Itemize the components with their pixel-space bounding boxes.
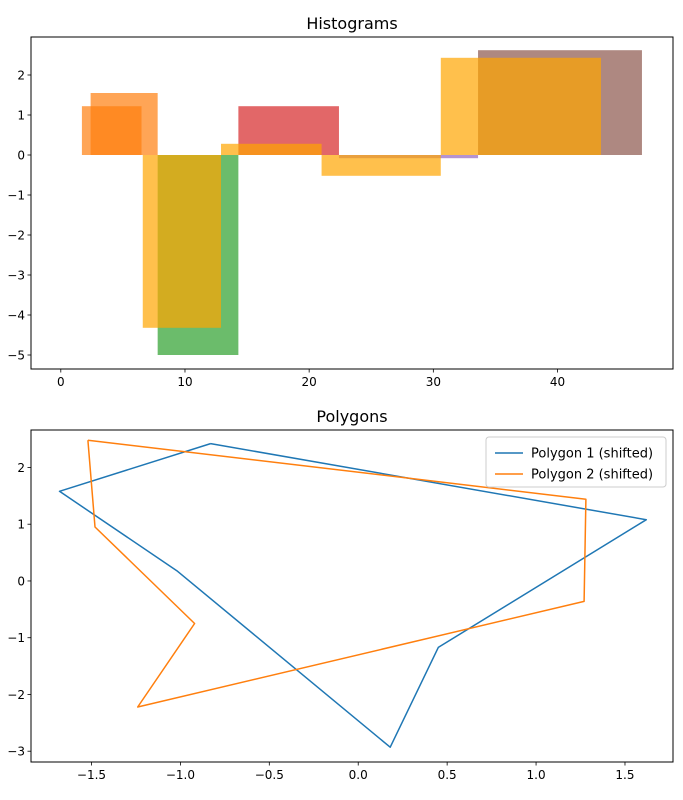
polygon-series-2 [87, 439, 587, 708]
histogram-bar-6 [90, 93, 158, 155]
histogram-y-ticks: −5 −4 −3 −2 −1 0 1 2 [7, 69, 31, 363]
polygon-y-tick-label: −1 [7, 631, 25, 645]
polygon-x-tick-label: 0.5 [438, 768, 457, 782]
histogram-x-tick-label: 10 [177, 375, 192, 389]
polygon-y-tick-label: −3 [7, 745, 25, 759]
polygon-x-tick-label: 0.0 [349, 768, 368, 782]
histogram-bar-7 [142, 155, 221, 328]
histogram-x-tick-label: 0 [57, 375, 65, 389]
polygon-x-tick-label: −1.5 [77, 768, 106, 782]
polygon-axes-frame [30, 429, 674, 763]
polygon-x-ticks: −1.5 −1.0 −0.5 0.0 0.5 1.0 1.5 [77, 762, 635, 782]
polygon-x-tick-label: −1.0 [166, 768, 195, 782]
polygon-y-tick-label: 1 [17, 518, 25, 532]
polygon-lines [58, 439, 648, 748]
histogram-y-tick-label: 0 [17, 149, 25, 163]
histogram-axes-frame [30, 36, 674, 370]
histogram-x-ticks: 0 10 20 30 40 [57, 369, 565, 389]
legend-label-1: Polygon 1 (shifted) [531, 447, 653, 462]
histogram-y-tick-label: −5 [7, 349, 25, 363]
polygon-y-tick-label: −2 [7, 688, 25, 702]
histogram-bars [81, 50, 642, 355]
histogram-panel: Histograms 0 10 20 30 40 −5 −4 −3 −2 −1 0 1 2 [7, 14, 674, 389]
histogram-y-tick-label: 1 [17, 109, 25, 123]
legend-box [485, 436, 667, 488]
histogram-bar-10 [440, 57, 601, 155]
polygon-y-tick-label: 0 [17, 574, 25, 588]
histogram-y-tick-label: −1 [7, 189, 25, 203]
legend-label-2: Polygon 2 (shifted) [531, 468, 653, 483]
polygon-x-tick-label: −0.5 [255, 768, 284, 782]
histogram-bar-8 [220, 143, 322, 155]
histogram-x-tick-label: 40 [550, 375, 565, 389]
histogram-bar-9 [321, 155, 441, 176]
histogram-y-tick-label: 2 [17, 69, 25, 83]
histogram-x-tick-label: 30 [426, 375, 441, 389]
polygon-x-tick-label: 1.5 [615, 768, 634, 782]
histogram-y-tick-label: −2 [7, 229, 25, 243]
histogram-title: Histograms [306, 14, 397, 33]
polygon-legend: Polygon 1 (shifted) Polygon 2 (shifted) [485, 436, 667, 488]
polygon-x-tick-label: 1.0 [527, 768, 546, 782]
polygon-panel: Polygons −1.5 −1.0 −0.5 0.0 0.5 1.0 1.5 −3 −2 −1… [7, 407, 674, 782]
polygon-series-1 [58, 442, 648, 748]
histogram-y-tick-label: −4 [7, 309, 25, 323]
polygon-title: Polygons [316, 407, 387, 426]
histogram-y-tick-label: −3 [7, 269, 25, 283]
polygon-y-tick-label: 2 [17, 461, 25, 475]
polygon-y-ticks: −3 −2 −1 0 1 2 [7, 461, 31, 759]
histogram-x-tick-label: 20 [302, 375, 317, 389]
